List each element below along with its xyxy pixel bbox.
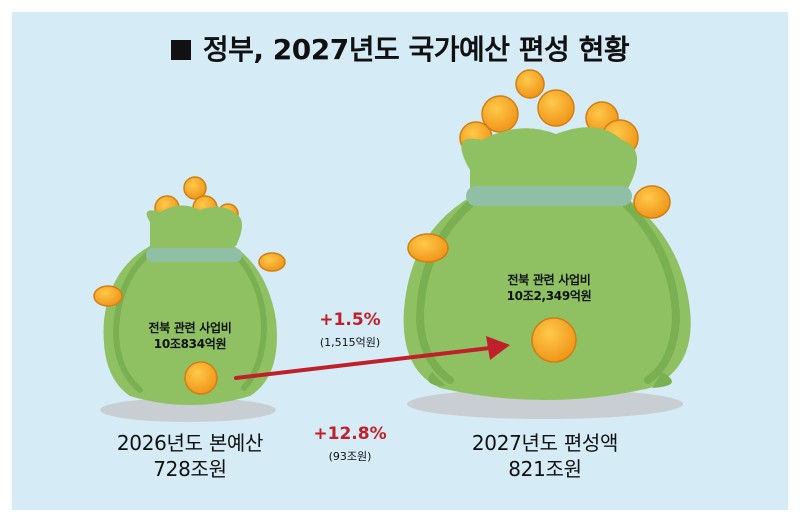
- left-money-bag-icon: [93, 176, 286, 405]
- right-bag-label: 전북 관련 사업비 10조2,349억원: [506, 273, 592, 303]
- left-bag-label: 전북 관련 사업비 10조834억원: [148, 321, 232, 351]
- left-bag-shadow: [100, 398, 276, 422]
- right-money-bag-icon: [403, 69, 691, 400]
- local-change-label: +1.5% (1,515억원): [319, 310, 381, 349]
- right-bag-shadow: [407, 389, 683, 419]
- national-change-label: +12.8% (93조원): [313, 424, 387, 463]
- page-title: 정부, 2027년도 국가예산 편성 현황: [0, 28, 800, 68]
- square-bullet-icon: [170, 40, 191, 60]
- right-bag-caption: 2027년도 편성액 821조원: [471, 431, 619, 481]
- growth-arrow-icon: [234, 336, 510, 380]
- left-bag-caption: 2026년도 본예산 728조원: [116, 431, 264, 481]
